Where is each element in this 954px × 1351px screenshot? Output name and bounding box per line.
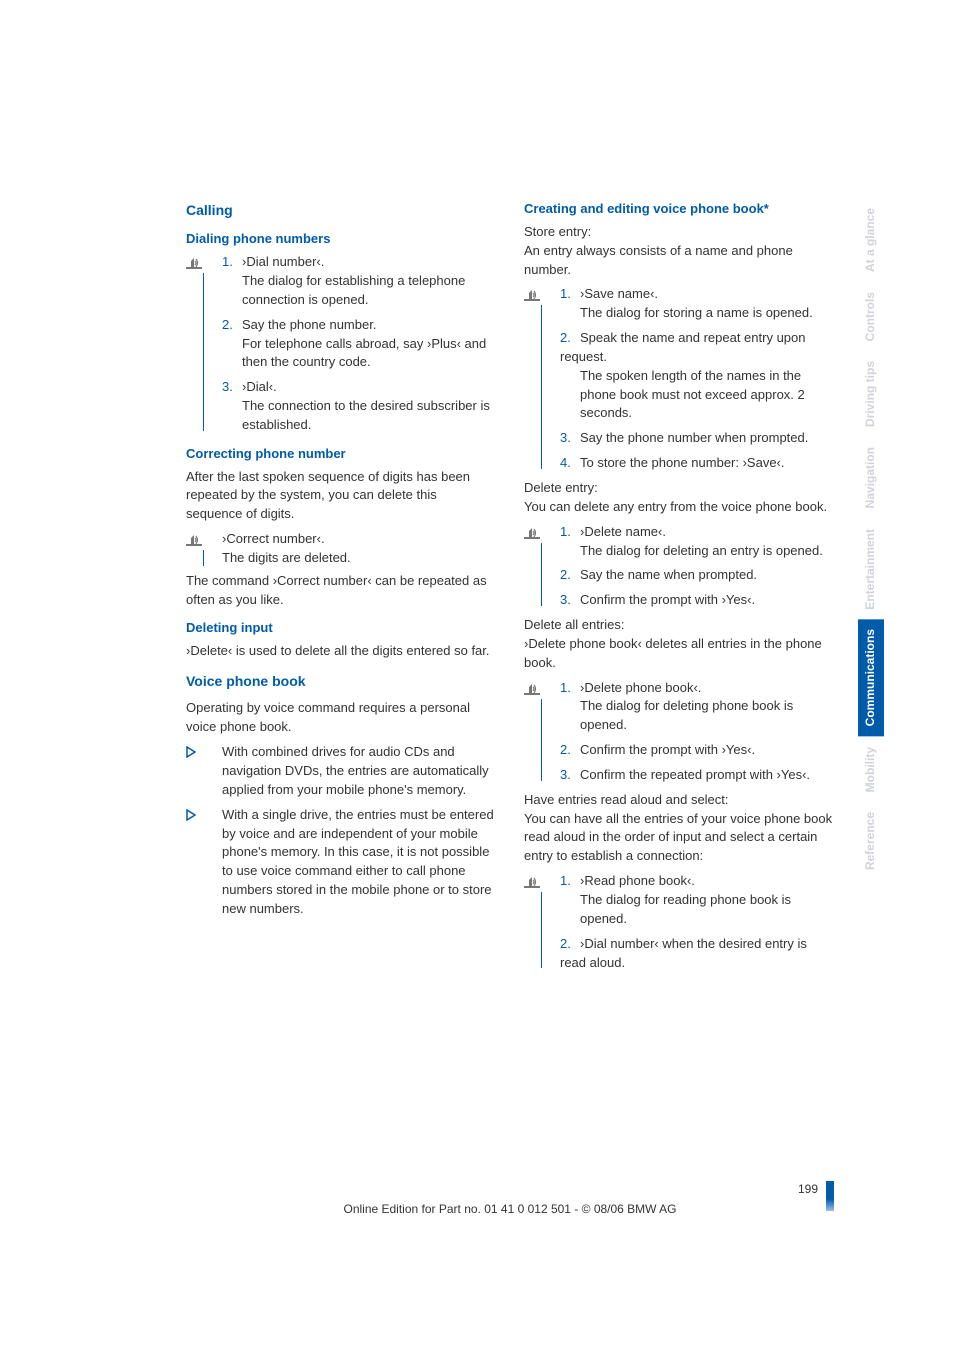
delete-all-label: Delete all entries: xyxy=(524,616,834,635)
correct-note: The command ›Correct number‹ can be repe… xyxy=(186,572,496,610)
tab-driving-tips[interactable]: Driving tips xyxy=(858,351,884,437)
correcting-heading: Correcting phone number xyxy=(186,445,496,464)
step-sub: The connection to the desired subscriber… xyxy=(222,397,496,435)
creating-heading: Creating and editing voice phone book* xyxy=(524,200,834,219)
command-text: ›Correct number‹. xyxy=(222,530,496,549)
correcting-body: After the last spoken sequence of digits… xyxy=(186,468,496,525)
voice-icon xyxy=(524,287,540,303)
voice-icon xyxy=(524,681,540,697)
bullet-text: With combined drives for audio CDs and n… xyxy=(222,744,489,797)
step-sub: For telephone calls abroad, say ›Plus‹ a… xyxy=(222,335,496,373)
delete-label: Delete entry: xyxy=(524,479,834,498)
page-bar-icon xyxy=(826,1181,834,1211)
correct-command: ›Correct number‹. The digits are deleted… xyxy=(186,530,496,568)
step-number: 3. xyxy=(222,378,242,397)
list-item: With a single drive, the entries must be… xyxy=(186,806,496,919)
tab-mobility[interactable]: Mobility xyxy=(858,737,884,802)
voicebook-body: Operating by voice command requires a pe… xyxy=(186,699,496,737)
step-sub: The dialog for establishing a telephone … xyxy=(222,272,496,310)
tab-communications[interactable]: Communications xyxy=(858,619,884,736)
delete-steps: 1.›Delete name‹. The dialog for deleting… xyxy=(524,523,834,610)
footer-line: Online Edition for Part no. 01 41 0 012 … xyxy=(186,1201,834,1218)
tab-entertainment[interactable]: Entertainment xyxy=(858,519,884,620)
tab-reference[interactable]: Reference xyxy=(858,802,884,880)
delete-all-intro: ›Delete phone book‹ deletes all entries … xyxy=(524,635,834,673)
voice-icon xyxy=(524,525,540,541)
voice-icon xyxy=(524,874,540,890)
calling-heading: Calling xyxy=(186,200,496,220)
triangle-bullet-icon xyxy=(186,809,196,821)
voice-icon xyxy=(186,255,202,271)
read-intro: You can have all the entries of your voi… xyxy=(524,810,834,867)
command-sub: The digits are deleted. xyxy=(222,549,496,568)
store-label: Store entry: xyxy=(524,223,834,242)
left-column: Calling Dialing phone numbers 1.›Dial nu… xyxy=(186,200,496,978)
voicebook-heading: Voice phone book xyxy=(186,671,496,691)
step-text: ›Dial‹. xyxy=(242,379,277,394)
store-steps: 1.›Save name‹. The dialog for storing a … xyxy=(524,285,834,473)
tab-navigation[interactable]: Navigation xyxy=(858,437,884,518)
bullet-text: With a single drive, the entries must be… xyxy=(222,807,494,916)
deleting-heading: Deleting input xyxy=(186,619,496,638)
read-label: Have entries read aloud and select: xyxy=(524,791,834,810)
step-number: 2. xyxy=(222,316,242,335)
section-tabs: At a glance Controls Driving tips Naviga… xyxy=(858,198,884,880)
dial-steps: 1.›Dial number‹. The dialog for establis… xyxy=(186,253,496,435)
dialing-heading: Dialing phone numbers xyxy=(186,230,496,249)
step-text: Say the phone number. xyxy=(242,317,376,332)
store-intro: An entry always consists of a name and p… xyxy=(524,242,834,280)
right-column: Creating and editing voice phone book* S… xyxy=(524,200,834,978)
list-item: With combined drives for audio CDs and n… xyxy=(186,743,496,800)
delete-intro: You can delete any entry from the voice … xyxy=(524,498,834,517)
tab-controls[interactable]: Controls xyxy=(858,282,884,351)
step-number: 1. xyxy=(222,253,242,272)
voice-icon xyxy=(186,532,202,548)
deleting-body: ›Delete‹ is used to delete all the digit… xyxy=(186,642,496,661)
page-footer: 199 Online Edition for Part no. 01 41 0 … xyxy=(186,1181,834,1218)
read-steps: 1.›Read phone book‹. The dialog for read… xyxy=(524,872,834,972)
page-number: 199 xyxy=(798,1181,818,1198)
delete-all-steps: 1.›Delete phone book‹. The dialog for de… xyxy=(524,679,834,785)
triangle-bullet-icon xyxy=(186,746,196,758)
step-text: ›Dial number‹. xyxy=(242,254,324,269)
tab-at-a-glance[interactable]: At a glance xyxy=(858,198,884,282)
